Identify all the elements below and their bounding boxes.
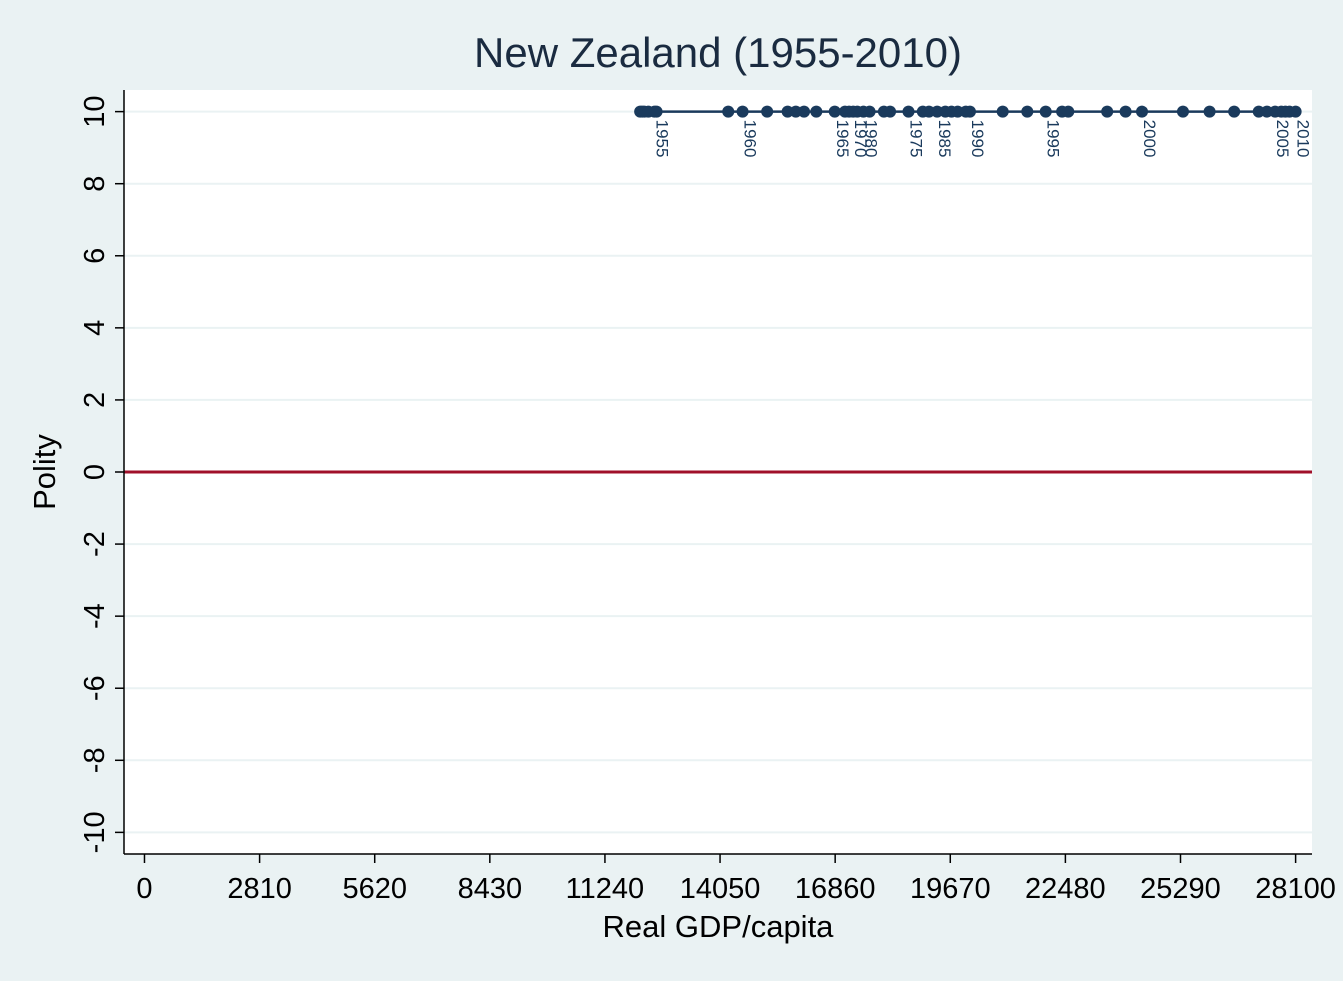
data-point-label: 1975: [906, 120, 925, 158]
y-tick-label: -6: [79, 675, 111, 701]
x-tick-label: 28100: [1255, 873, 1336, 905]
data-point: [810, 105, 823, 118]
data-point-label: 1980: [861, 120, 880, 158]
data-point-label: 2005: [1273, 120, 1292, 158]
y-tick-label: 2: [79, 392, 111, 408]
data-point: [650, 105, 663, 118]
x-tick-label: 2810: [227, 873, 292, 905]
y-tick-label: -2: [79, 531, 111, 557]
data-point: [884, 105, 897, 118]
y-tick-label: 10: [79, 95, 111, 127]
data-point: [1119, 105, 1132, 118]
data-point-label: 1955: [653, 120, 672, 158]
data-point-label: 2010: [1294, 120, 1313, 158]
data-point: [1228, 105, 1241, 118]
x-tick-label: 5620: [342, 873, 407, 905]
y-tick-label: 0: [79, 464, 111, 480]
x-tick-label: 0: [136, 873, 152, 905]
data-point-label: 1960: [741, 120, 760, 158]
y-tick-label: 4: [79, 320, 111, 336]
data-point: [996, 105, 1009, 118]
data-point: [1203, 105, 1216, 118]
y-tick-label: -8: [79, 747, 111, 773]
x-tick-label: 19670: [910, 873, 991, 905]
data-point: [798, 105, 811, 118]
y-tick-label: -4: [79, 603, 111, 629]
data-point: [722, 105, 735, 118]
data-point-label: 1995: [1044, 120, 1063, 158]
data-point-label: 2000: [1140, 120, 1159, 158]
x-tick-label: 8430: [458, 873, 523, 905]
axes: -10 -8 -6 -4 -2 0 2 4 6 8 10 0 2810 5620 8430 11240 1405…: [79, 90, 1336, 905]
data-point: [1021, 105, 1034, 118]
data-point-label: 1990: [968, 120, 987, 158]
y-tick-label: -10: [79, 811, 111, 853]
x-tick-label: 16860: [795, 873, 876, 905]
chart-title: New Zealand (1955-2010): [474, 29, 962, 76]
data-point: [736, 105, 749, 118]
data-point: [1176, 105, 1189, 118]
data-point: [1135, 105, 1148, 118]
data-point-label: 1965: [833, 120, 852, 158]
data-point: [761, 105, 774, 118]
data-point: [1101, 105, 1114, 118]
data-point: [863, 105, 876, 118]
data-point: [1289, 105, 1302, 118]
x-axis-title: Real GDP/capita: [603, 909, 835, 944]
data-point: [902, 105, 915, 118]
data-point-label: 1970: [851, 120, 870, 158]
x-tick-label: 14050: [680, 873, 761, 905]
x-tick-label: 25290: [1140, 873, 1221, 905]
y-tick-label: 8: [79, 176, 111, 192]
data-point: [1039, 105, 1052, 118]
data-point: [828, 105, 841, 118]
data-point-label: 1985: [935, 120, 954, 158]
data-point: [963, 105, 976, 118]
data-point: [1062, 105, 1075, 118]
y-axis-title: Polity: [27, 434, 62, 510]
x-tick-label: 22480: [1025, 873, 1106, 905]
x-tick-label: 11240: [566, 873, 645, 905]
y-tick-label: 6: [79, 248, 111, 264]
